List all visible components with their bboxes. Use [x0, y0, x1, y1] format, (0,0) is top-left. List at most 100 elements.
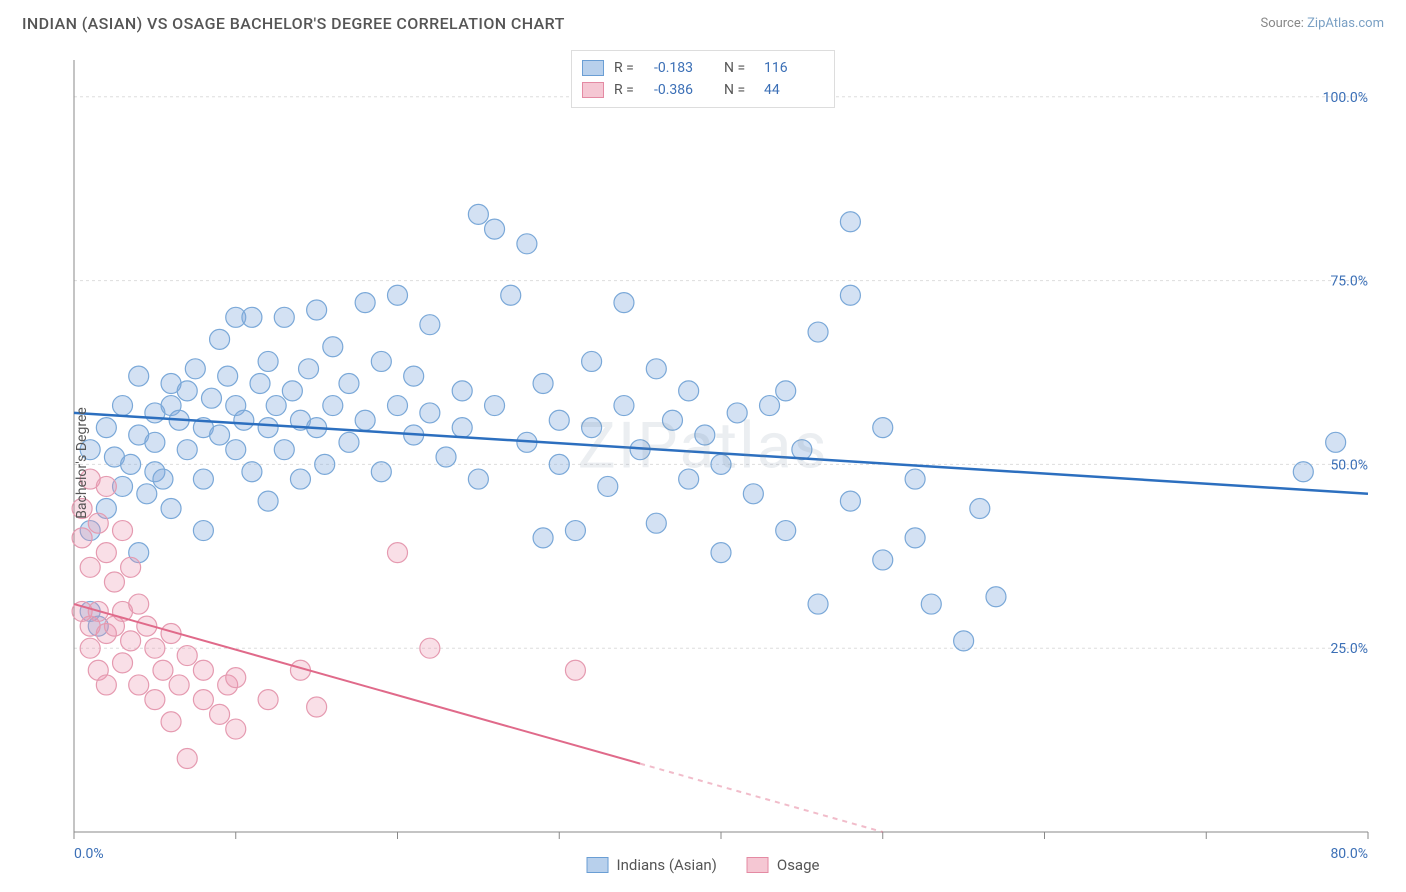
data-point [129, 366, 149, 386]
data-point [646, 359, 666, 379]
data-point [282, 381, 302, 401]
data-point [153, 660, 173, 680]
data-point [808, 594, 828, 614]
data-point [905, 528, 925, 548]
data-point [121, 557, 141, 577]
data-point [468, 204, 488, 224]
data-point [218, 366, 238, 386]
data-point [88, 513, 108, 533]
data-point [533, 374, 553, 394]
data-point [452, 381, 472, 401]
data-point [274, 307, 294, 327]
data-point [210, 425, 230, 445]
source-attribution: Source: ZipAtlas.com [1260, 16, 1384, 31]
data-point [121, 631, 141, 651]
data-point [646, 513, 666, 533]
data-point [549, 454, 569, 474]
data-point [776, 381, 796, 401]
n-label: N = [724, 79, 754, 101]
data-point [315, 454, 335, 474]
data-point [711, 454, 731, 474]
r-label: R = [614, 79, 644, 101]
data-point [161, 498, 181, 518]
data-point [193, 469, 213, 489]
data-point [96, 543, 116, 563]
data-point [614, 293, 634, 313]
data-point [582, 418, 602, 438]
data-point [323, 337, 343, 357]
source-link[interactable]: ZipAtlas.com [1307, 16, 1384, 31]
data-point [307, 697, 327, 717]
data-point [388, 396, 408, 416]
data-point [679, 469, 699, 489]
data-point [1326, 432, 1346, 452]
data-point [177, 748, 197, 768]
data-point [420, 638, 440, 658]
data-point [185, 359, 205, 379]
x-tick-label: 80.0% [1330, 846, 1368, 862]
data-point [104, 572, 124, 592]
data-point [452, 418, 472, 438]
data-point [193, 521, 213, 541]
data-point [234, 410, 254, 430]
data-point [153, 469, 173, 489]
data-point [177, 381, 197, 401]
legend-item: Indians (Asian) [587, 856, 717, 874]
data-point [970, 498, 990, 518]
data-point [873, 418, 893, 438]
n-label: N = [724, 57, 754, 79]
data-point [517, 234, 537, 254]
data-point [986, 587, 1006, 607]
trend-line [74, 413, 1368, 494]
data-point [250, 374, 270, 394]
data-point [274, 440, 294, 460]
data-point [485, 396, 505, 416]
data-point [1293, 462, 1313, 482]
trend-line-dashed [640, 764, 883, 832]
data-point [727, 403, 747, 423]
n-value: 44 [764, 79, 824, 101]
data-point [226, 440, 246, 460]
data-point [921, 594, 941, 614]
y-tick-label: 25.0% [1330, 641, 1368, 657]
data-point [177, 646, 197, 666]
r-value: -0.183 [654, 57, 714, 79]
data-point [598, 476, 618, 496]
r-value: -0.386 [654, 79, 714, 101]
r-label: R = [614, 57, 644, 79]
data-point [420, 315, 440, 335]
data-point [137, 484, 157, 504]
data-point [96, 418, 116, 438]
source-prefix: Source: [1260, 16, 1307, 31]
data-point [266, 396, 286, 416]
legend-stat-row: R = -0.386 N = 44 [582, 79, 824, 101]
data-point [388, 543, 408, 563]
data-point [549, 410, 569, 430]
data-point [501, 285, 521, 305]
y-tick-label: 75.0% [1330, 274, 1368, 290]
chart-title: INDIAN (ASIAN) VS OSAGE BACHELOR'S DEGRE… [22, 14, 565, 33]
legend-label: Osage [777, 856, 820, 874]
scatter-chart: 25.0%50.0%75.0%100.0%0.0%80.0% [22, 46, 1384, 880]
data-point [436, 447, 456, 467]
trend-line [74, 604, 640, 764]
data-point [339, 374, 359, 394]
data-point [565, 660, 585, 680]
data-point [760, 396, 780, 416]
data-point [323, 396, 343, 416]
legend-swatch [587, 857, 609, 873]
data-point [355, 410, 375, 430]
legend-swatch [582, 60, 604, 76]
data-point [840, 212, 860, 232]
data-point [371, 462, 391, 482]
legend-stat-row: R =-0.183N =116 [582, 57, 824, 79]
data-point [80, 638, 100, 658]
data-point [533, 528, 553, 548]
data-point [145, 432, 165, 452]
y-tick-label: 50.0% [1330, 457, 1368, 473]
data-point [72, 528, 92, 548]
data-point [582, 351, 602, 371]
data-point [258, 418, 278, 438]
data-point [210, 329, 230, 349]
data-point [113, 396, 133, 416]
